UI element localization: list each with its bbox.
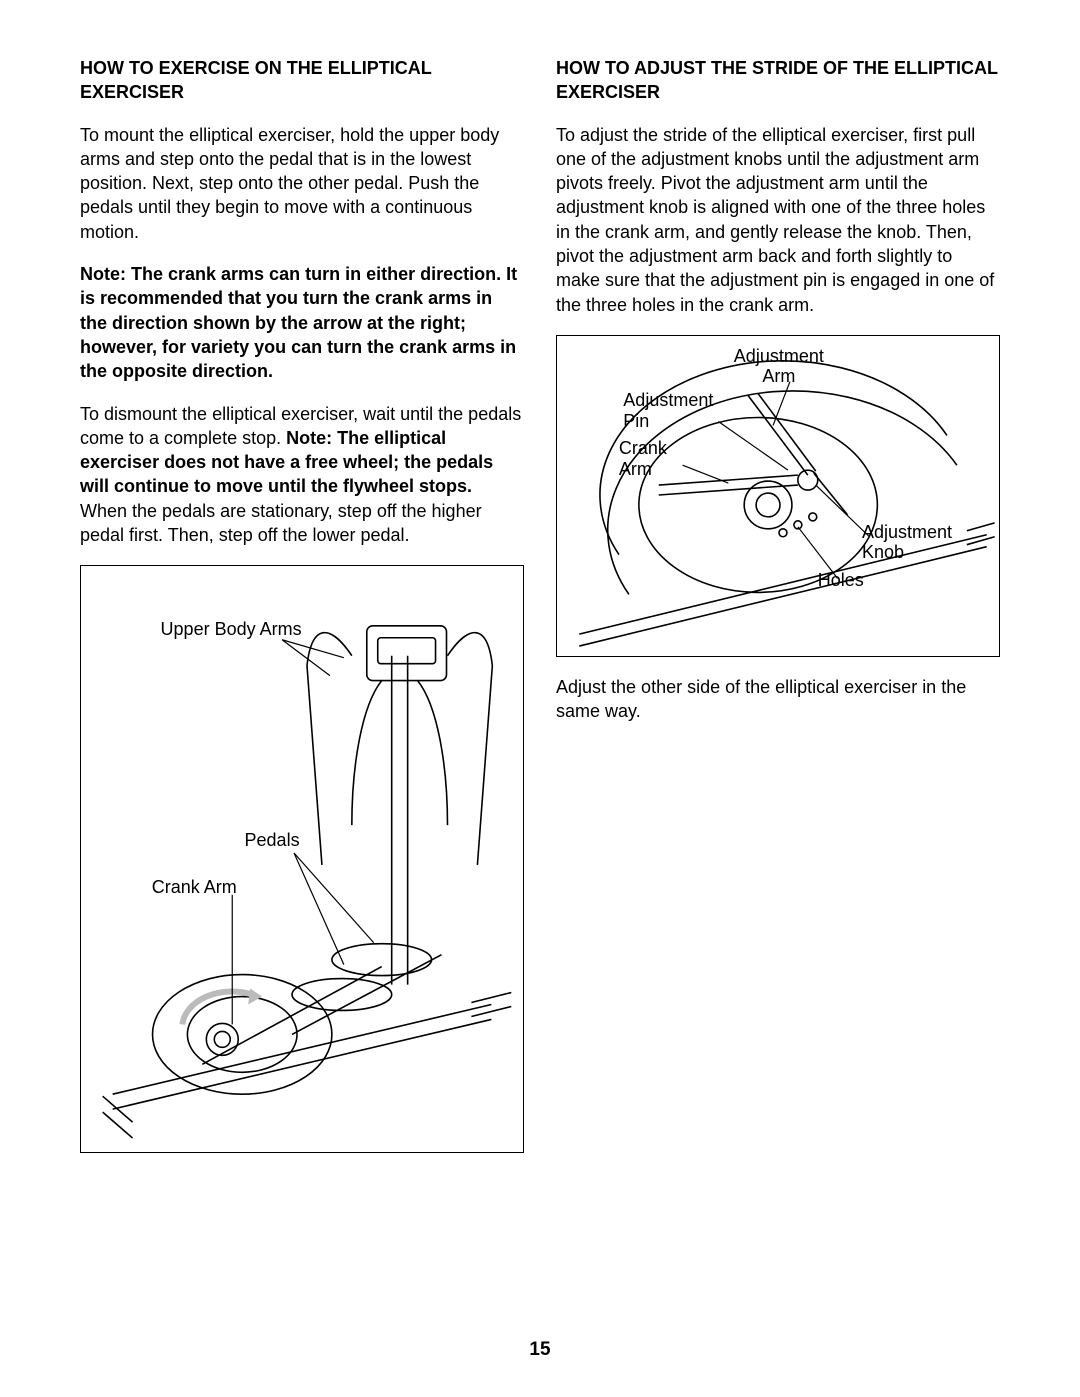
left-para-3: To dismount the elliptical exerciser, wa… <box>80 402 524 548</box>
left-figure: Upper Body Arms Pedals Crank Arm <box>80 565 524 1153</box>
elliptical-illustration <box>81 566 523 1152</box>
page-number: 15 <box>0 1339 1080 1361</box>
left-para-2-note: Note: The crank arms can turn in either … <box>80 262 524 383</box>
label-upper-body-arms: Upper Body Arms <box>161 619 302 640</box>
right-column: HOW TO ADJUST THE STRIDE OF THE ELLIPTIC… <box>556 56 1000 1153</box>
label-holes: Holes <box>818 570 864 591</box>
label-adjustment-knob: Adjustment Knob <box>862 522 952 563</box>
label-crank-arm: Crank Arm <box>152 877 237 898</box>
left-para-1: To mount the elliptical exerciser, hold … <box>80 123 524 244</box>
right-figure: Adjustment Arm Adjustment Pin Crank Arm … <box>556 335 1000 657</box>
label-adjustment-arm: Adjustment Arm <box>734 346 824 387</box>
left-para-3b: When the pedals are stationary, step off… <box>80 501 482 545</box>
label-pedals: Pedals <box>245 830 300 851</box>
label-adjustment-pin: Adjustment Pin <box>623 390 713 431</box>
right-para-2: Adjust the other side of the elliptical … <box>556 675 1000 724</box>
right-para-1: To adjust the stride of the elliptical e… <box>556 123 1000 317</box>
left-heading: HOW TO EXERCISE ON THE ELLIPTICAL EXERCI… <box>80 56 524 105</box>
right-heading: HOW TO ADJUST THE STRIDE OF THE ELLIPTIC… <box>556 56 1000 105</box>
left-column: HOW TO EXERCISE ON THE ELLIPTICAL EXERCI… <box>80 56 524 1153</box>
label-crank-arm-right: Crank Arm <box>619 438 667 479</box>
page-content: HOW TO EXERCISE ON THE ELLIPTICAL EXERCI… <box>0 0 1080 1193</box>
